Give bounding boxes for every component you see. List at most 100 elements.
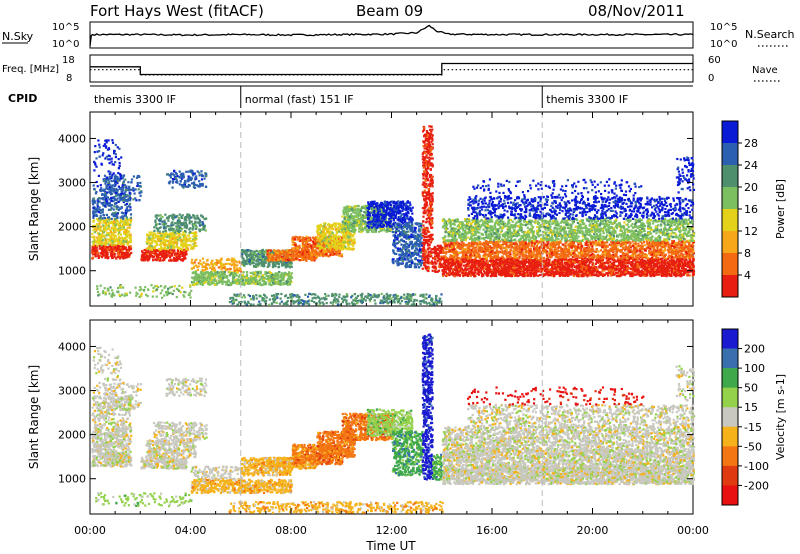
echo-cell bbox=[314, 257, 316, 259]
echo-cell bbox=[352, 234, 354, 236]
echo-cell bbox=[185, 224, 187, 226]
echo-cell bbox=[109, 155, 111, 157]
echo-cell bbox=[103, 194, 105, 196]
echo-cell bbox=[371, 228, 373, 230]
echo-cell bbox=[163, 236, 165, 238]
echo-cell bbox=[173, 174, 175, 176]
echo-cell bbox=[322, 255, 324, 257]
echo-cell bbox=[228, 271, 230, 273]
echo-cell bbox=[353, 224, 355, 226]
echo-cell bbox=[151, 238, 153, 240]
echo-cell bbox=[362, 220, 364, 222]
echo-cell bbox=[119, 188, 121, 190]
echo-cell bbox=[378, 216, 380, 218]
echo-cell bbox=[107, 182, 109, 184]
echo-cell bbox=[105, 198, 107, 200]
echo-cell bbox=[281, 272, 283, 274]
echo-cell bbox=[119, 165, 121, 167]
echo-cell bbox=[308, 240, 310, 242]
echo-cell bbox=[338, 255, 340, 257]
echo-cell bbox=[128, 241, 130, 243]
echo-cell bbox=[406, 214, 408, 216]
echo-cell bbox=[214, 269, 216, 271]
cpid-segment-label: normal (fast) 151 IF bbox=[245, 93, 354, 106]
echo-cell bbox=[372, 231, 374, 233]
echo-cell bbox=[194, 184, 196, 186]
echo-cell bbox=[173, 260, 175, 262]
echo-cell bbox=[371, 212, 373, 214]
echo-cell bbox=[157, 232, 159, 234]
echo-cell bbox=[95, 211, 97, 213]
echo-cell bbox=[194, 187, 196, 189]
echo-cell bbox=[298, 245, 300, 247]
echo-cell bbox=[373, 210, 375, 212]
echo-cell bbox=[96, 215, 98, 217]
echo-cell bbox=[353, 226, 355, 228]
echo-cell bbox=[349, 230, 351, 232]
echo-cell bbox=[141, 259, 143, 261]
echo-cell bbox=[108, 232, 110, 234]
echo-cell bbox=[277, 272, 279, 274]
echo-cell bbox=[349, 241, 351, 243]
echo-cell bbox=[378, 209, 380, 211]
echo-cell bbox=[326, 230, 328, 232]
echo-cell bbox=[156, 250, 158, 252]
echo-cell bbox=[391, 226, 393, 228]
echo-cell bbox=[314, 243, 316, 245]
echo-cell bbox=[335, 228, 337, 230]
echo-cell bbox=[125, 199, 127, 201]
echo-cell bbox=[271, 284, 273, 286]
echo-cell bbox=[268, 276, 270, 278]
echo-cell bbox=[285, 273, 287, 275]
echo-cell bbox=[274, 274, 276, 276]
echo-cell bbox=[325, 245, 327, 247]
echo-cell bbox=[176, 175, 178, 177]
echo-cell bbox=[99, 248, 101, 250]
echo-cell bbox=[164, 223, 166, 225]
echo-cell bbox=[101, 256, 103, 258]
echo-cell bbox=[204, 277, 206, 279]
echo-cell bbox=[328, 241, 330, 243]
echo-cell bbox=[164, 234, 166, 236]
echo-cell bbox=[258, 276, 260, 278]
echo-cell bbox=[209, 278, 211, 280]
echo-cell bbox=[151, 245, 153, 247]
echo-cell bbox=[327, 228, 329, 230]
echo-cell bbox=[168, 252, 170, 254]
echo-cell bbox=[98, 209, 100, 211]
echo-cell bbox=[267, 272, 269, 274]
echo-cell bbox=[377, 208, 379, 210]
echo-cell bbox=[352, 229, 354, 231]
echo-cell bbox=[270, 249, 272, 251]
echo-cell bbox=[115, 192, 117, 194]
echo-cell bbox=[239, 268, 241, 270]
echo-cell bbox=[318, 232, 320, 234]
echo-cell bbox=[258, 283, 260, 285]
echo-cell bbox=[178, 225, 180, 227]
echo-cell bbox=[152, 259, 154, 261]
echo-cell bbox=[164, 248, 166, 250]
echo-cell bbox=[127, 227, 129, 229]
echo-cell bbox=[329, 254, 331, 256]
echo-cell bbox=[347, 232, 349, 234]
echo-cell bbox=[176, 242, 178, 244]
echo-cell bbox=[393, 219, 395, 221]
echo-cell bbox=[117, 233, 119, 235]
echo-cell bbox=[106, 201, 108, 203]
echo-cell bbox=[117, 250, 119, 252]
echo-cell bbox=[95, 240, 97, 242]
echo-cell bbox=[277, 283, 279, 285]
echo-cell bbox=[359, 218, 361, 220]
echo-cell bbox=[94, 145, 96, 147]
echo-cell bbox=[353, 239, 355, 241]
echo-cell bbox=[328, 233, 330, 235]
echo-cell bbox=[255, 260, 257, 262]
echo-cell bbox=[109, 162, 111, 164]
echo-cell bbox=[179, 220, 181, 222]
echo-cell bbox=[93, 197, 95, 199]
echo-cell bbox=[241, 255, 243, 257]
echo-cell bbox=[236, 261, 238, 263]
echo-cell bbox=[118, 231, 120, 233]
echo-cell bbox=[99, 217, 101, 219]
echo-cell bbox=[129, 254, 131, 256]
